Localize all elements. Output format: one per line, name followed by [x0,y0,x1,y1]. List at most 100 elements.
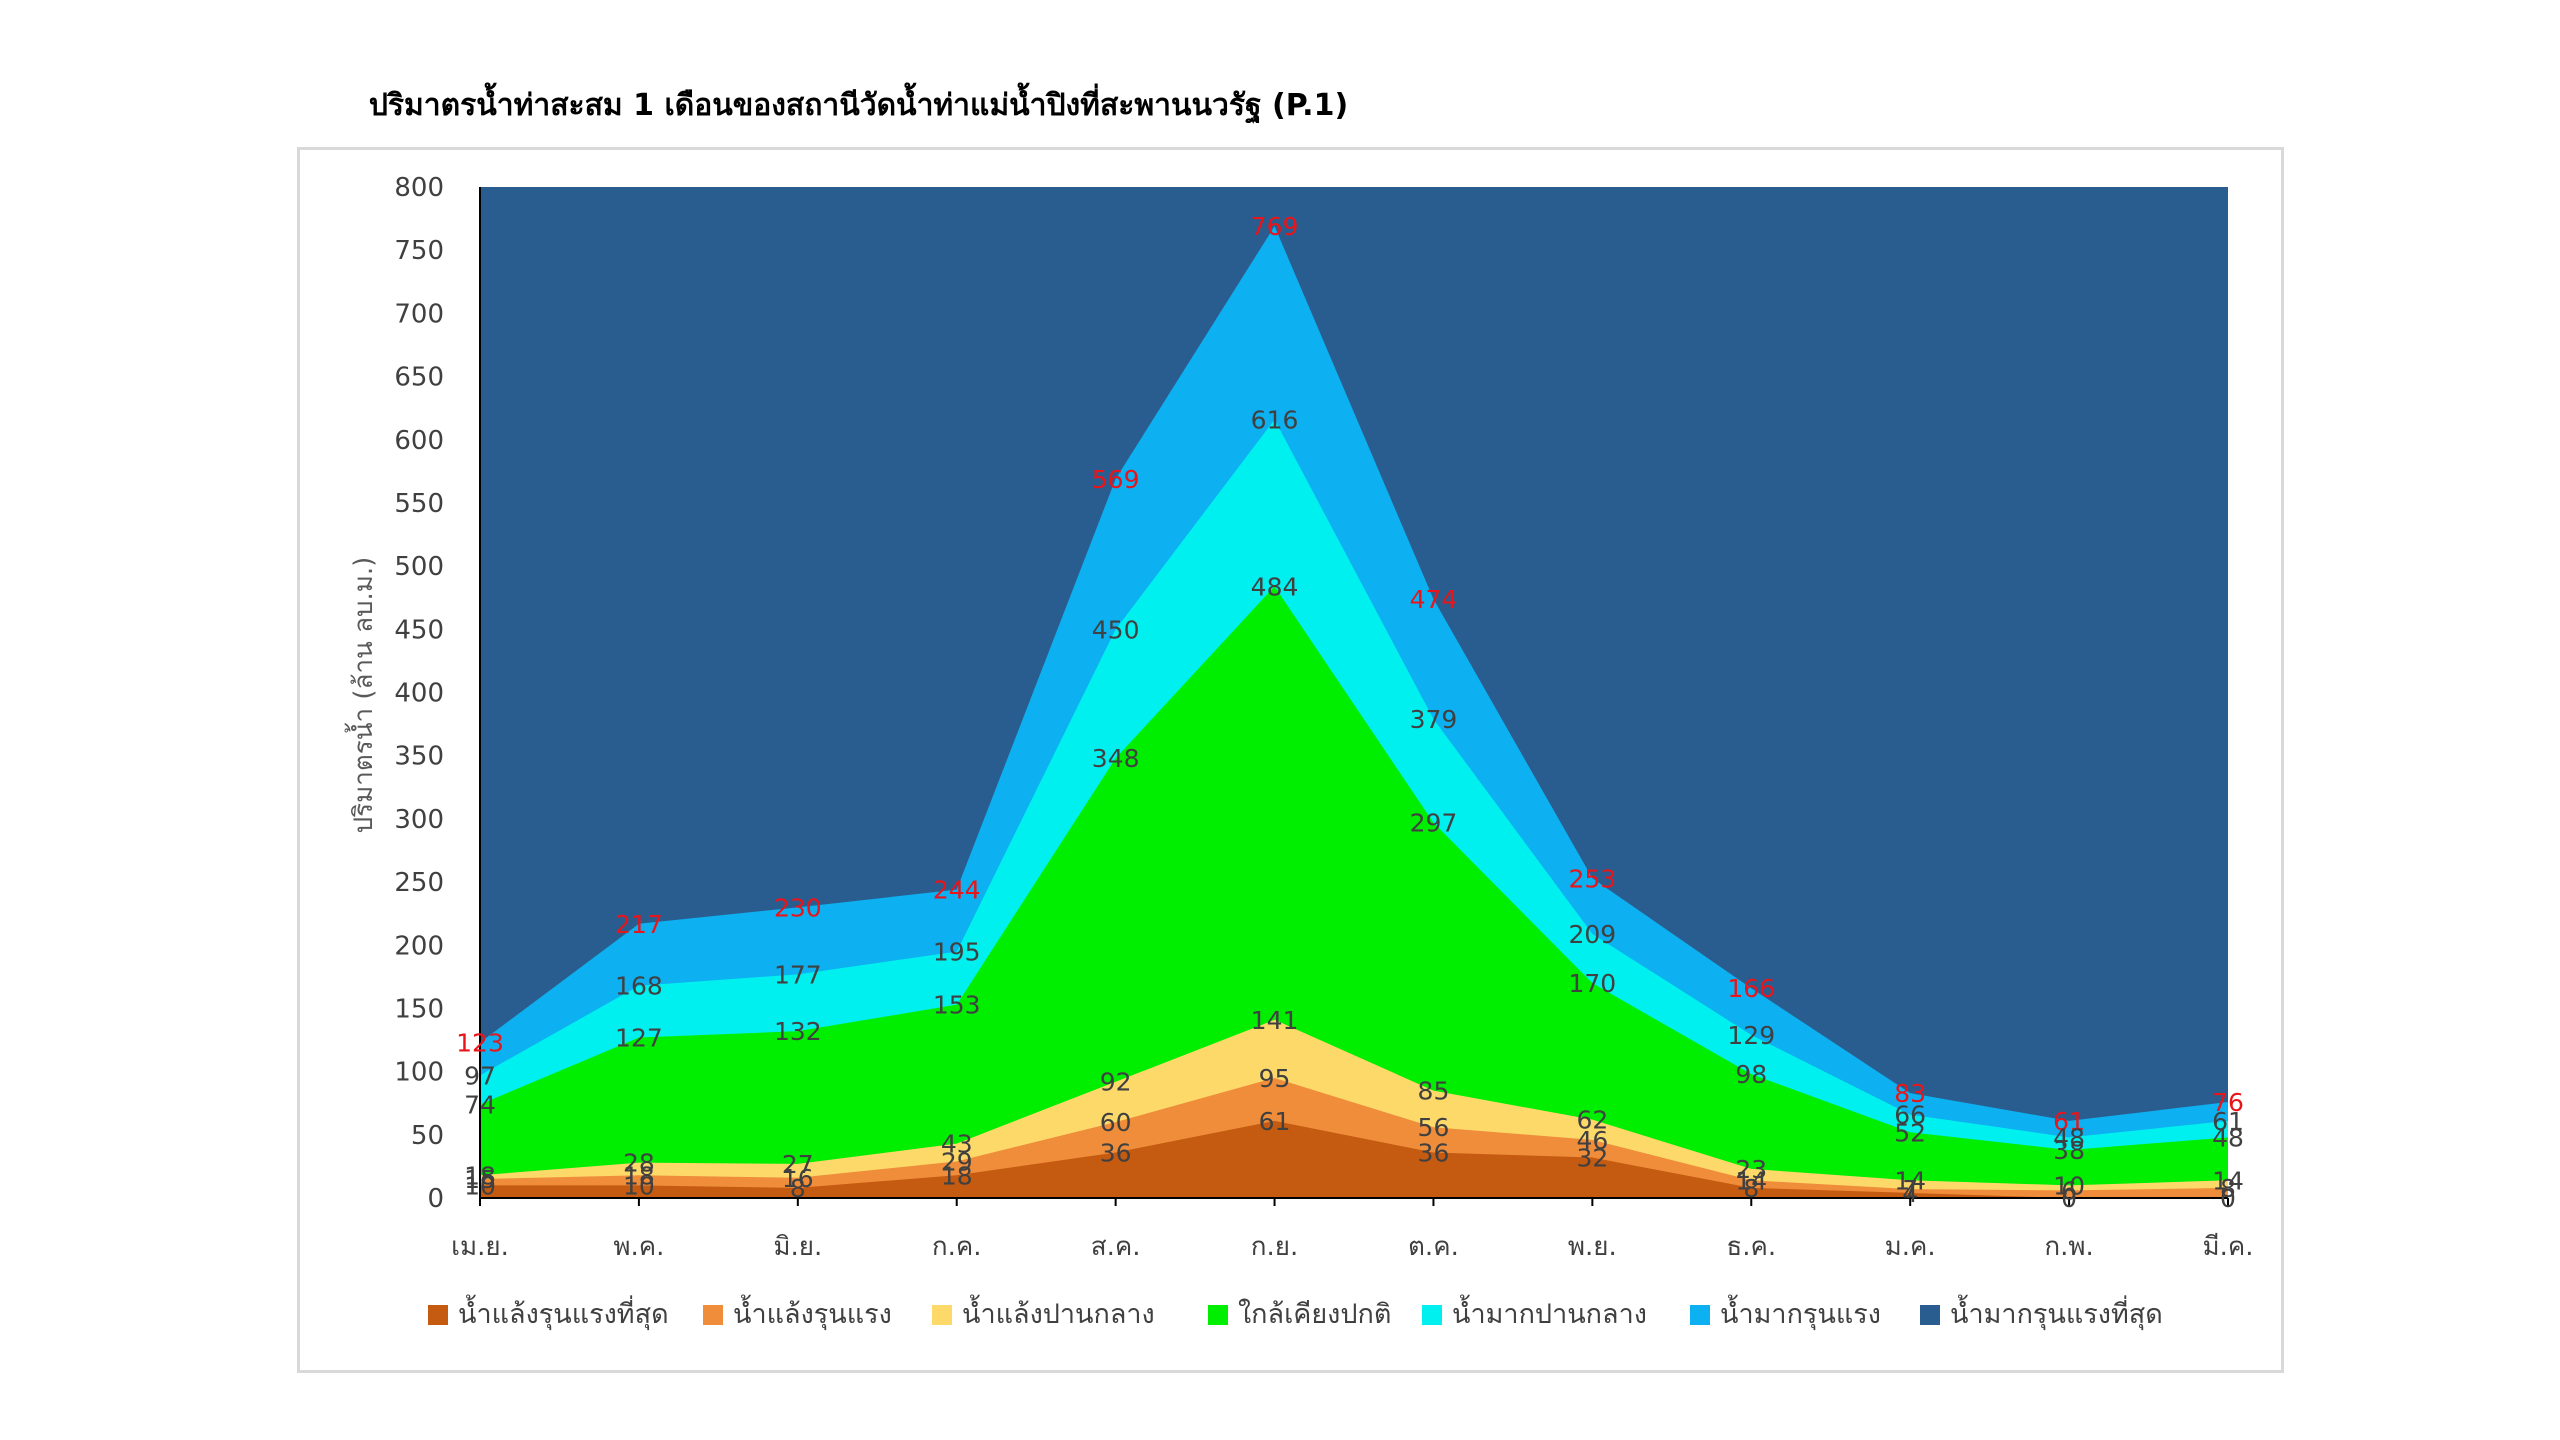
legend-swatch [1208,1305,1228,1325]
x-tick-labels: เม.ย. พ.ค. มิ.ย. ก.ค. ส.ค. ก.ย. ต.ค. พ.ย. ธ.ค. ม.… [451,1198,2254,1262]
x-tick-label: พ.ย. [1568,1232,1617,1262]
y-tick-label: 350 [394,742,444,772]
legend-swatch [1690,1305,1710,1325]
data-label: 127 [615,1024,663,1053]
axes [479,187,2228,1199]
data-label: 230 [774,893,822,922]
y-tick-label: 650 [394,363,444,393]
data-label: 129 [1727,1021,1775,1050]
legend: น้ำแล้งรุนแรงที่สุด น้ำแล้งรุนแรง น้ำแล้งป… [428,1294,2163,1331]
y-tick-label: 150 [394,994,444,1024]
data-label: 209 [1569,920,1617,949]
data-label: 141 [1251,1006,1299,1035]
legend-label: น้ำแล้งรุนแรง [733,1294,892,1331]
data-label: 170 [1569,969,1617,998]
x-tick-label: เม.ย. [451,1232,509,1262]
data-label: 97 [464,1061,496,1090]
data-label: 27 [782,1150,814,1179]
data-label: 18 [464,1161,496,1190]
y-tick-label: 750 [394,236,444,266]
data-label: 616 [1251,406,1299,435]
x-tick-label: พ.ค. [613,1232,664,1262]
legend-label: น้ำมากรุนแรงที่สุด [1950,1294,2163,1331]
data-label: 0 [2220,1184,2236,1213]
data-label: 6 [2061,1176,2077,1205]
data-label: 23 [1735,1155,1767,1184]
data-label: 132 [774,1017,822,1046]
x-tick-label: ต.ค. [1408,1232,1459,1262]
data-label: 28 [623,1149,655,1178]
x-tick-label: ส.ค. [1091,1232,1141,1262]
legend-swatch [1422,1305,1442,1325]
data-label: 36 [1100,1139,1132,1168]
y-tick-labels: 0 50 100 150 200 250 300 350 400 450 500 550 600 650 7… [394,173,444,1214]
data-label: 32 [1576,1144,1608,1173]
data-label: 297 [1410,809,1458,838]
x-tick-label: มี.ค. [2202,1232,2253,1262]
y-tick-label: 300 [394,805,444,835]
data-label: 10 [2053,1171,2085,1200]
data-label: 217 [615,910,663,939]
y-tick-label: 800 [394,173,444,203]
legend-swatch [428,1305,448,1325]
data-label: 0 [2061,1184,2077,1213]
x-tick-label: ก.พ. [2044,1232,2093,1262]
data-label: 14 [1894,1166,1926,1195]
area-4 [480,586,2228,1198]
data-label: 769 [1251,212,1299,241]
data-label: 569 [1092,465,1140,494]
data-label: 15 [464,1165,496,1194]
legend-swatch [703,1305,723,1325]
data-label: 10 [464,1171,496,1200]
chart-title: ปริมาตรน้ำท่าสะสม 1 เดือนของสถานีวัดน้ำท… [368,88,1349,123]
x-tick-label: ม.ค. [1885,1232,1936,1262]
y-tick-label: 450 [394,615,444,645]
data-label: 474 [1410,585,1458,614]
data-label: 92 [1100,1068,1132,1097]
y-tick-label: 600 [394,426,444,456]
y-tick-label: 250 [394,868,444,898]
data-label: 46 [1576,1126,1608,1155]
data-label: 52 [1894,1118,1926,1147]
data-label: 76 [2212,1088,2244,1117]
data-label: 18 [623,1161,655,1190]
x-tick-label: ก.ย. [1251,1232,1299,1262]
data-label: 61 [2212,1107,2244,1136]
data-label: 36 [1418,1139,1450,1168]
data-label: 195 [933,938,981,967]
data-label: 166 [1727,974,1775,1003]
data-label: 10 [623,1171,655,1200]
data-label: 66 [1894,1101,1926,1130]
data-label: 123 [456,1029,504,1058]
legend-label: น้ำแล้งรุนแรงที่สุด [458,1294,669,1331]
legend-label: น้ำแล้งปานกลาง [962,1294,1155,1330]
legend-swatch [1920,1305,1940,1325]
data-label: 14 [1735,1166,1767,1195]
x-tick-label: ธ.ค. [1726,1232,1776,1262]
legend-label: ใกล้เคียงปกติ [1238,1298,1391,1330]
y-tick-label: 50 [411,1121,444,1151]
y-tick-label: 0 [427,1184,444,1214]
y-tick-label: 100 [394,1058,444,1088]
data-label: 8 [2220,1174,2236,1203]
legend-swatch [932,1305,952,1325]
data-label: 8 [790,1174,806,1203]
x-tick-label: มิ.ย. [773,1232,822,1262]
data-label: 379 [1410,705,1458,734]
data-label: 43 [941,1130,973,1159]
data-label: 18 [941,1161,973,1190]
data-label: 8 [1743,1174,1759,1203]
data-label: 153 [933,991,981,1020]
data-label: 7 [1902,1175,1918,1204]
y-tick-label: 500 [394,552,444,582]
area-7 [480,1120,2228,1198]
data-label: 177 [774,960,822,989]
data-label: 253 [1569,864,1617,893]
y-axis-label: ปริมาตรน้ำ (ล้าน ลบ.ม.) [344,557,379,834]
data-label: 62 [1576,1106,1608,1135]
area-layers [480,187,2228,1198]
y-tick-label: 400 [394,679,444,709]
data-label: 484 [1251,572,1299,601]
